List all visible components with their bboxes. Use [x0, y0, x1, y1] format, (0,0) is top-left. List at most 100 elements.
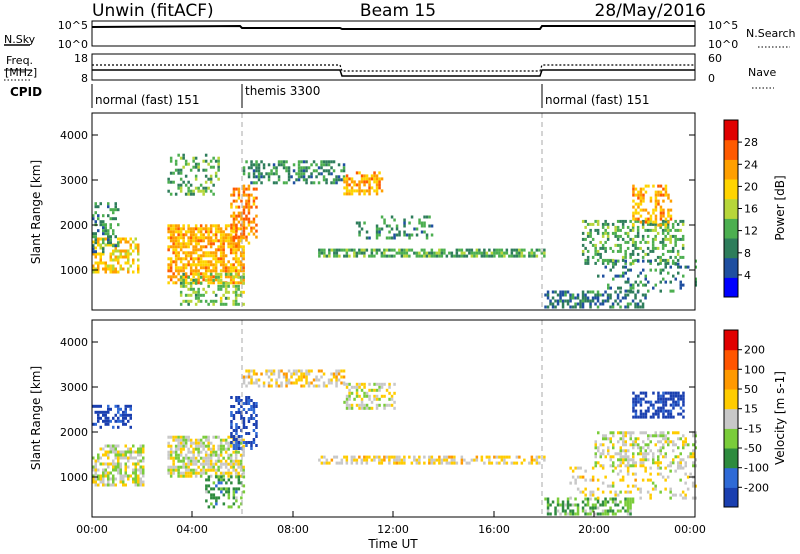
velocity-cell-0 [97, 456, 100, 460]
velocity-cell-11 [681, 490, 685, 494]
velocity-cell-10 [662, 394, 665, 398]
power-cell-11 [676, 258, 680, 262]
power-cell-5 [232, 238, 236, 242]
velocity-cell-3 [217, 487, 221, 491]
velocity-cell-0 [99, 474, 102, 478]
power-cell-6 [270, 172, 273, 176]
power-cell-2 [207, 239, 210, 243]
velocity-cell-2 [199, 471, 203, 475]
power-cell-2 [242, 236, 245, 240]
power-cell-2 [224, 275, 228, 279]
power-cell-12 [642, 199, 645, 203]
power-cell-8 [415, 254, 419, 258]
power-cell-10 [564, 299, 567, 303]
velocity-cell-2 [172, 462, 175, 466]
power-cell-3 [199, 299, 203, 303]
power-cell-4 [204, 186, 208, 190]
power-cell-4 [182, 180, 185, 184]
power-cell-2 [214, 230, 218, 234]
power-cell-11 [654, 225, 657, 229]
velocity-cell-0 [124, 471, 127, 475]
velocity-cell-0 [109, 471, 112, 475]
power-cell-1 [97, 229, 100, 233]
power-cell-11 [616, 237, 620, 241]
power-cell-10 [566, 299, 570, 303]
power-cell-11 [671, 222, 675, 226]
power-cell-3 [232, 302, 235, 306]
power-cell-2 [182, 242, 185, 246]
power-cell-3 [202, 287, 205, 291]
velocity-cell-11 [611, 484, 615, 488]
power-cell-0 [97, 261, 100, 265]
velocity-cell-9 [664, 437, 667, 441]
velocity-cell-2 [179, 447, 183, 451]
velocity-cell-5 [312, 378, 316, 382]
power-cell-0 [109, 258, 112, 262]
velocity-cell-11 [649, 493, 652, 497]
velocity-cell-11 [659, 472, 662, 476]
velocity-cell-4 [237, 402, 241, 405]
power-cell-1 [94, 211, 97, 215]
power-cell-6 [257, 166, 261, 170]
velocity-cell-2 [204, 468, 208, 472]
power-cell-11 [594, 261, 597, 265]
velocity-cell-5 [325, 384, 328, 388]
velocity-cell-1 [114, 419, 117, 423]
velocity-cell-2 [219, 453, 223, 457]
power-cell-2 [194, 257, 198, 261]
power-cell-2 [212, 233, 215, 237]
power-cell-3 [179, 278, 183, 282]
power-cell-7 [350, 186, 354, 190]
power-colorbar-swatch-5 [724, 179, 738, 200]
power-cell-13 [694, 265, 697, 269]
power-cell-5 [230, 223, 233, 227]
velocity-cell-11 [574, 478, 577, 482]
power-cell-12 [659, 214, 663, 218]
power-cell-13 [652, 286, 655, 290]
velocity-cell-9 [604, 455, 607, 459]
velocity-cell-11 [654, 487, 657, 491]
power-cell-5 [247, 223, 251, 227]
power-cell-2 [172, 233, 175, 237]
velocity-cell-5 [287, 378, 291, 382]
velocity-cell-0 [124, 453, 127, 457]
power-cell-2 [224, 224, 228, 228]
power-cell-12 [647, 217, 650, 221]
velocity-cell-0 [109, 450, 112, 454]
velocity-cell-11 [651, 481, 655, 485]
velocity-cell-8 [554, 509, 557, 513]
power-cell-2 [174, 239, 178, 243]
power-cell-11 [596, 219, 600, 223]
velocity-cell-11 [626, 466, 630, 470]
velocity-cell-6 [348, 394, 351, 398]
power-cell-8 [425, 251, 429, 255]
velocity-cell-10 [634, 394, 638, 398]
power-cell-6 [267, 178, 271, 182]
power-cell-2 [204, 254, 208, 258]
power-cell-11 [584, 246, 587, 250]
power-cell-5 [245, 205, 248, 209]
power-cell-3 [207, 302, 210, 306]
power-cell-13 [602, 259, 605, 263]
power-cell-5 [252, 220, 256, 224]
power-cell-7 [355, 183, 359, 187]
velocity-cell-2 [212, 465, 215, 469]
power-cell-4 [204, 189, 208, 193]
power-cell-1 [107, 229, 110, 233]
power-cell-11 [671, 246, 675, 250]
power-cell-3 [179, 275, 183, 279]
power-cell-2 [199, 245, 203, 249]
power-cell-4 [189, 183, 193, 187]
velocity-cell-9 [627, 458, 630, 462]
power-colorbar-tick-label: 20 [744, 180, 758, 193]
power-cell-2 [172, 224, 175, 228]
velocity-cell-7 [520, 461, 524, 465]
power-cell-5 [237, 196, 241, 200]
power-cell-11 [634, 258, 637, 262]
power-cell-3 [227, 296, 230, 300]
velocity-cell-7 [430, 461, 434, 465]
velocity-cell-7 [398, 455, 401, 459]
power-cell-13 [629, 286, 632, 290]
power-cell-10 [616, 302, 620, 306]
power-cell-6 [322, 163, 326, 167]
